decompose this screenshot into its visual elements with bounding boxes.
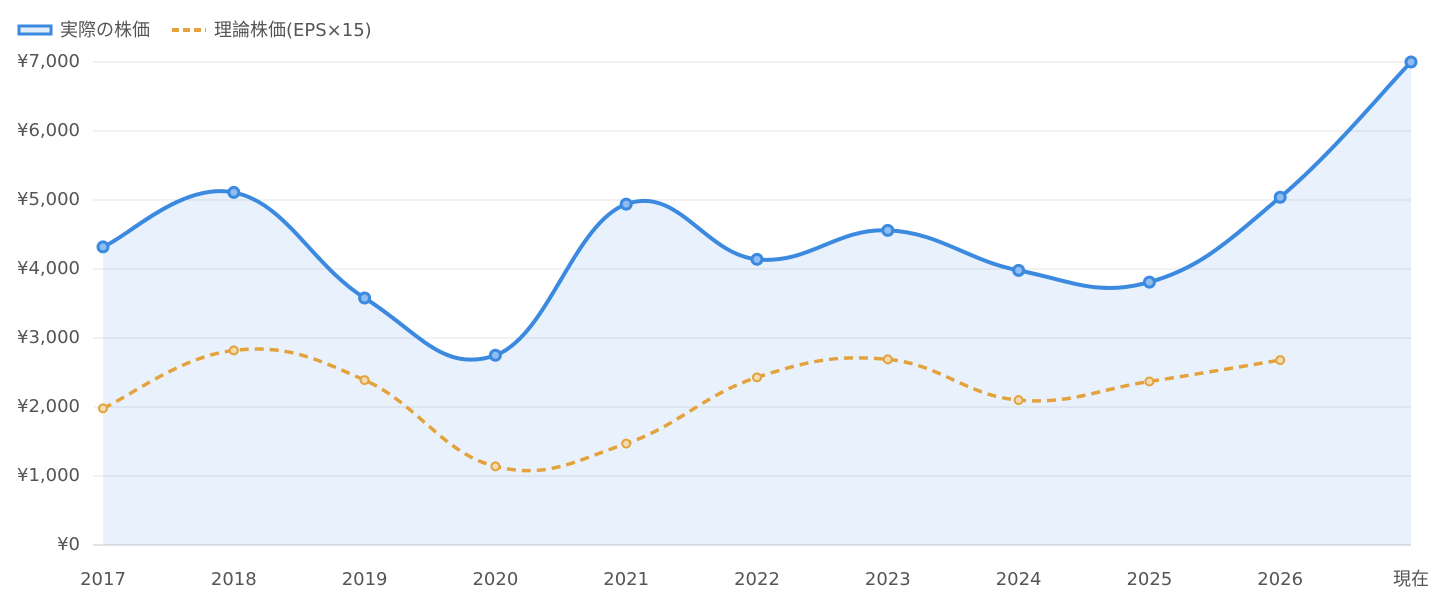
x-tick-label: 2020	[472, 569, 518, 590]
x-tick-label: 2019	[342, 569, 388, 590]
y-tick-label: ¥7,000	[17, 51, 80, 72]
y-tick-label: ¥3,000	[17, 327, 80, 348]
x-tick-label: 現在	[1393, 569, 1429, 590]
point	[359, 375, 370, 386]
x-tick-label: 2024	[996, 569, 1042, 590]
point	[1142, 275, 1156, 289]
point	[228, 345, 239, 356]
point	[227, 185, 241, 199]
legend-label: 実際の株価	[60, 20, 150, 41]
x-tick-label: 2025	[1126, 569, 1172, 590]
y-tick-label: ¥0	[57, 534, 80, 555]
point	[1404, 55, 1418, 69]
point	[1273, 190, 1287, 204]
point	[1012, 263, 1026, 277]
point	[358, 291, 372, 305]
point	[96, 240, 110, 254]
x-tick-label: 2022	[734, 569, 780, 590]
y-tick-label: ¥1,000	[17, 465, 80, 486]
x-tick-label: 2017	[80, 569, 126, 590]
x-tick-label: 2021	[603, 569, 649, 590]
y-tick-label: ¥2,000	[17, 396, 80, 417]
point	[1144, 376, 1155, 387]
point	[619, 197, 633, 211]
x-tick-label: 2018	[211, 569, 257, 590]
x-tick-label: 2023	[865, 569, 911, 590]
point	[750, 252, 764, 266]
y-tick-label: ¥6,000	[17, 120, 80, 141]
series-line	[102, 60, 1413, 362]
legend-swatch	[17, 24, 53, 36]
series-line	[102, 347, 1281, 473]
area	[103, 62, 1411, 545]
point	[488, 348, 502, 362]
point	[1275, 355, 1286, 366]
point	[621, 438, 632, 449]
point	[1013, 395, 1024, 406]
legend-label: 理論株価(EPS×15)	[214, 20, 372, 41]
point	[881, 223, 895, 237]
y-tick-label: ¥4,000	[17, 258, 80, 279]
point	[882, 354, 893, 365]
y-tick-label: ¥5,000	[17, 189, 80, 210]
x-tick-label: 2026	[1257, 569, 1303, 590]
point	[490, 461, 501, 472]
point	[752, 372, 762, 383]
point	[98, 403, 108, 414]
